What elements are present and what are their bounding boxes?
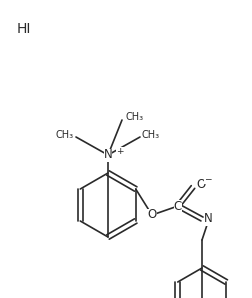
Text: N: N [104, 148, 112, 162]
Text: CH₃: CH₃ [125, 112, 143, 122]
Text: O: O [147, 209, 157, 221]
Text: C: C [174, 199, 182, 212]
Text: +: + [116, 147, 123, 156]
Text: O: O [196, 179, 205, 192]
Text: CH₃: CH₃ [56, 130, 74, 140]
Text: HI: HI [17, 22, 32, 36]
Text: N: N [204, 212, 213, 226]
Text: CH₃: CH₃ [142, 130, 160, 140]
Text: −: − [204, 175, 211, 184]
